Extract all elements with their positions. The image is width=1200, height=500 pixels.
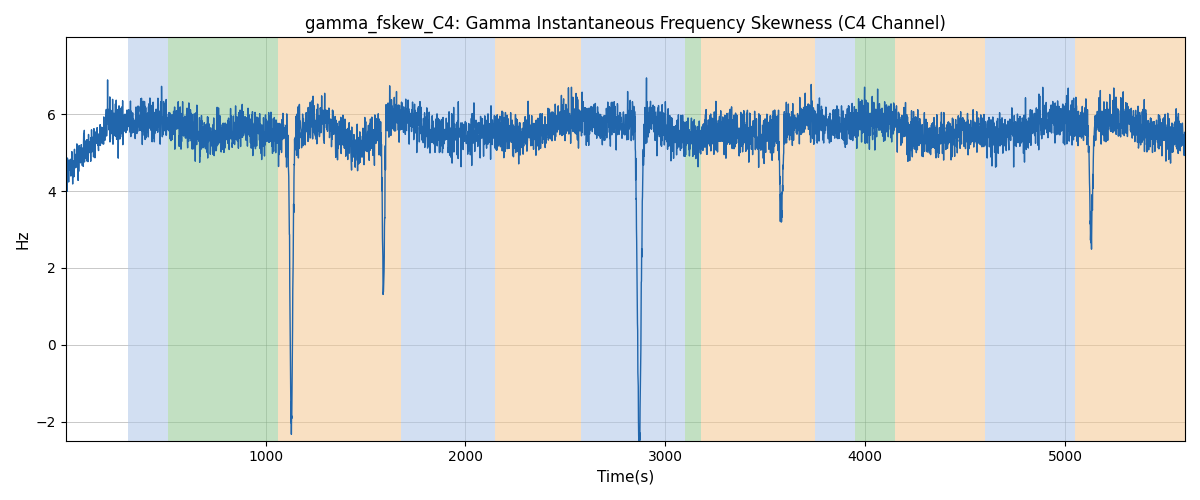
Bar (1031, 38, 1075, 440)
Bar (581, 38, 610, 440)
Bar (127, 38, 168, 440)
Bar (496, 38, 581, 440)
Title: gamma_fskew_C4: Gamma Instantaneous Frequency Skewness (C4 Channel): gamma_fskew_C4: Gamma Instantaneous Freq… (305, 15, 946, 34)
Bar (445, 38, 496, 440)
Y-axis label: Hz: Hz (16, 230, 30, 249)
Bar (815, 38, 856, 440)
Bar (701, 38, 778, 440)
Bar (685, 38, 701, 440)
Bar (1075, 38, 1184, 440)
Bar (402, 38, 445, 440)
Bar (168, 38, 277, 440)
Bar (610, 38, 685, 440)
Bar (985, 38, 1031, 440)
Bar (895, 38, 985, 440)
Bar (778, 38, 815, 440)
Bar (277, 38, 402, 440)
X-axis label: Time(s): Time(s) (596, 470, 654, 485)
Bar (856, 38, 895, 440)
